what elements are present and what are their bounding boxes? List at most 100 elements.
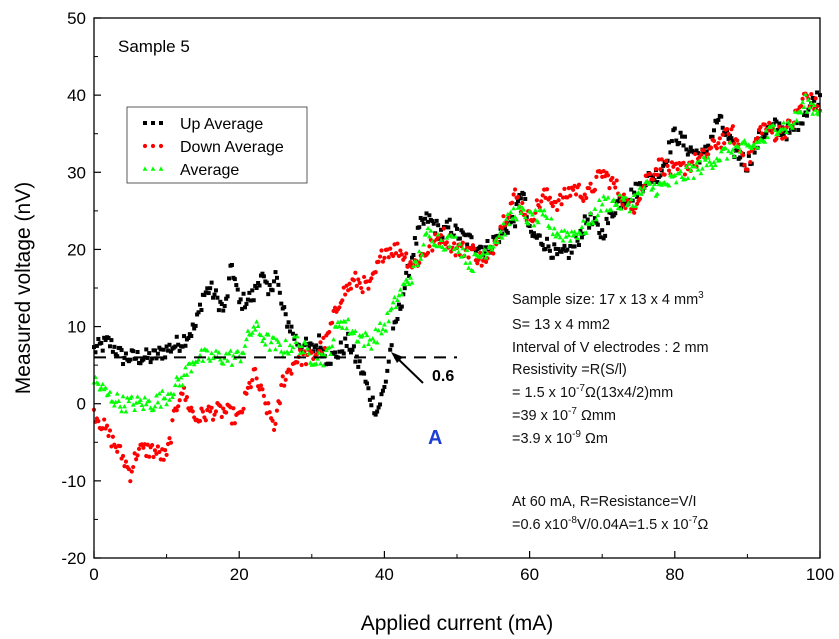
marker-down-average bbox=[360, 290, 365, 295]
marker-down-average bbox=[711, 138, 717, 144]
marker-up-average bbox=[376, 405, 381, 410]
info-line-3: Interval of V electrodes : 2 mm bbox=[512, 340, 709, 356]
marker-down-average bbox=[813, 96, 818, 101]
marker-average bbox=[578, 231, 583, 236]
marker-average bbox=[499, 235, 505, 240]
marker-average bbox=[485, 250, 490, 256]
marker-up-average bbox=[752, 150, 757, 155]
marker-down-average bbox=[123, 459, 129, 464]
marker-up-average bbox=[687, 149, 692, 154]
marker-average bbox=[293, 339, 299, 345]
marker-up-average bbox=[333, 350, 338, 355]
marker-average bbox=[483, 255, 489, 260]
sample-label: Sample 5 bbox=[118, 37, 190, 56]
marker-average bbox=[535, 219, 541, 225]
marker-down-average bbox=[742, 162, 747, 168]
marker-up-average bbox=[264, 280, 269, 285]
marker-up-average bbox=[727, 133, 732, 138]
marker-up-average bbox=[730, 139, 735, 144]
marker-up-average bbox=[431, 221, 436, 226]
marker-average bbox=[813, 107, 819, 112]
marker-average bbox=[691, 175, 697, 180]
marker-average bbox=[196, 357, 201, 362]
marker-average bbox=[119, 408, 124, 414]
marker-average bbox=[100, 381, 106, 387]
marker-average bbox=[126, 398, 132, 404]
marker-down-average bbox=[613, 185, 618, 190]
marker-average bbox=[618, 206, 624, 211]
marker-average bbox=[496, 233, 502, 238]
marker-down-average bbox=[724, 126, 730, 132]
marker-down-average bbox=[653, 166, 659, 172]
marker-average bbox=[183, 364, 188, 370]
marker-down-average bbox=[584, 195, 589, 201]
marker-up-average bbox=[623, 203, 628, 208]
marker-up-average bbox=[238, 297, 243, 302]
marker-average bbox=[580, 218, 586, 223]
marker-up-average bbox=[513, 224, 518, 229]
marker-down-average bbox=[767, 120, 772, 125]
marker-average bbox=[255, 323, 261, 329]
marker-average bbox=[135, 394, 140, 399]
marker-down-average bbox=[588, 181, 593, 186]
marker-average bbox=[326, 344, 332, 350]
marker-up-average bbox=[193, 323, 198, 328]
marker-up-average bbox=[351, 344, 356, 349]
marker-down-average bbox=[254, 376, 259, 381]
marker-up-average bbox=[375, 409, 380, 414]
marker-up-average bbox=[412, 236, 417, 241]
marker-down-average bbox=[539, 199, 544, 204]
marker-up-average bbox=[515, 199, 520, 204]
marker-average bbox=[692, 164, 698, 169]
marker-average bbox=[573, 231, 579, 237]
marker-down-average bbox=[748, 160, 753, 165]
marker-average bbox=[393, 304, 399, 310]
marker-up-average bbox=[739, 162, 744, 167]
marker-average bbox=[466, 265, 472, 270]
marker-average bbox=[321, 362, 326, 368]
marker-average bbox=[328, 351, 334, 357]
marker-down-average bbox=[774, 136, 779, 141]
marker-up-average bbox=[145, 355, 150, 360]
x-tick-label: 80 bbox=[665, 565, 684, 584]
marker-down-average bbox=[212, 412, 217, 417]
marker-up-average bbox=[318, 345, 323, 350]
marker-average bbox=[588, 210, 593, 216]
marker-average bbox=[782, 126, 788, 131]
marker-up-average bbox=[714, 120, 719, 125]
x-axis: 0 20 40 60 80 100 bbox=[89, 551, 834, 584]
marker-average bbox=[318, 361, 323, 366]
marker-average bbox=[339, 325, 345, 330]
marker-average bbox=[283, 337, 289, 343]
marker-up-average bbox=[479, 245, 484, 250]
marker-up-average bbox=[161, 347, 166, 352]
marker-up-average bbox=[131, 349, 136, 354]
arrow-annotation bbox=[391, 352, 424, 384]
marker-up-average bbox=[800, 121, 805, 126]
marker-up-average bbox=[453, 223, 458, 228]
marker-up-average bbox=[290, 331, 295, 336]
marker-up-average bbox=[414, 241, 419, 246]
marker-up-average bbox=[283, 312, 288, 317]
marker-average bbox=[517, 203, 522, 208]
marker-up-average bbox=[765, 124, 770, 129]
marker-up-average bbox=[421, 221, 426, 226]
marker-average bbox=[575, 235, 580, 241]
marker-up-average bbox=[784, 137, 789, 142]
marker-up-average bbox=[562, 243, 567, 248]
marker-average bbox=[727, 139, 733, 145]
marker-up-average bbox=[389, 343, 394, 348]
marker-up-average bbox=[306, 345, 311, 350]
marker-up-average bbox=[199, 308, 204, 313]
marker-down-average bbox=[161, 457, 166, 462]
marker-down-average bbox=[632, 210, 637, 215]
marker-average bbox=[531, 223, 537, 228]
marker-down-average bbox=[388, 246, 393, 251]
marker-down-average bbox=[164, 452, 169, 458]
marker-up-average bbox=[209, 280, 214, 285]
marker-up-average bbox=[99, 340, 104, 345]
marker-average bbox=[238, 358, 244, 364]
marker-average bbox=[397, 287, 403, 292]
marker-down-average bbox=[258, 383, 264, 388]
marker-up-average bbox=[722, 130, 727, 135]
